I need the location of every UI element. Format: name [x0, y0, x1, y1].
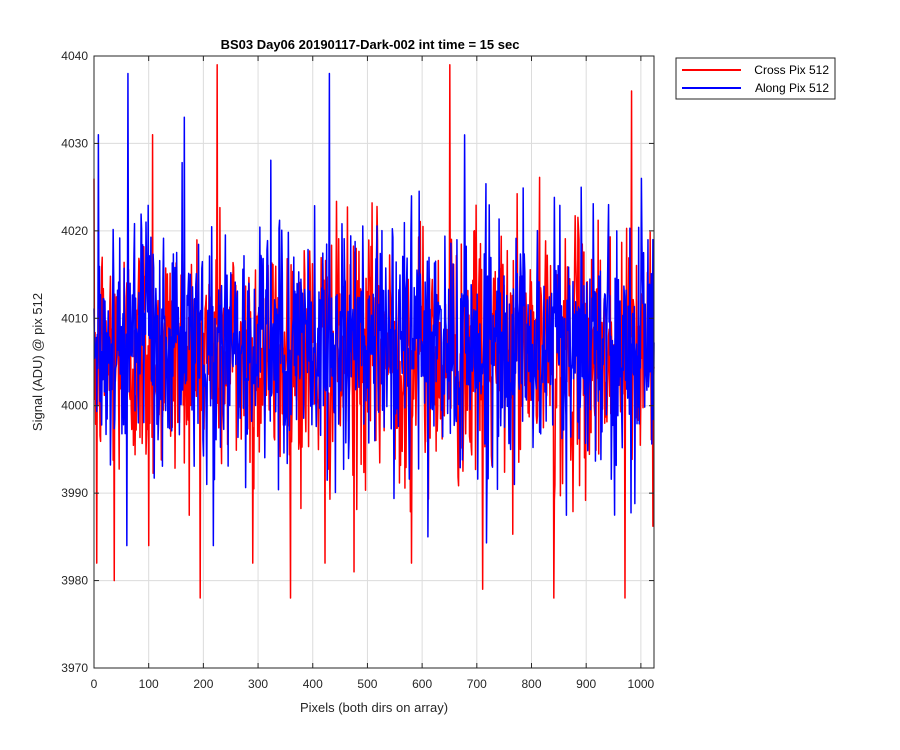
y-tick-label: 3990	[61, 486, 88, 500]
legend-label-along: Along Pix 512	[755, 81, 829, 95]
legend-label-cross: Cross Pix 512	[754, 63, 829, 77]
series-along-pix-512	[93, 72, 655, 547]
x-tick-label: 800	[521, 677, 541, 691]
x-tick-label: 900	[576, 677, 596, 691]
y-tick-label: 4010	[61, 311, 88, 325]
y-tick-label: 4040	[61, 49, 88, 63]
x-tick-label: 200	[193, 677, 213, 691]
y-axis-label: Signal (ADU) @ pix 512	[30, 293, 45, 431]
plot-frame	[93, 55, 655, 669]
y-tick-label: 4000	[61, 399, 88, 413]
ticks: 0 100 200 300 400 500 600 700 800 900 1000 3970 3980…	[61, 49, 654, 691]
legend-box	[675, 57, 836, 100]
x-tick-label: 100	[139, 677, 159, 691]
chart-title: BS03 Day06 20190117-Dark-002 int time = …	[221, 37, 520, 52]
x-axis-label: Pixels (both dirs on array)	[300, 700, 448, 715]
y-tick-label: 3970	[61, 661, 88, 675]
x-tick-label: 600	[412, 677, 432, 691]
x-tick-label: 700	[467, 677, 487, 691]
y-tick-label: 4020	[61, 224, 88, 238]
y-tick-label: 4030	[61, 136, 88, 150]
x-tick-label: 1000	[628, 677, 655, 691]
x-tick-label: 400	[303, 677, 323, 691]
x-tick-label: 500	[357, 677, 377, 691]
x-tick-label: 0	[91, 677, 98, 691]
y-tick-label: 3980	[61, 574, 88, 588]
x-tick-label: 300	[248, 677, 268, 691]
series-layer	[93, 63, 655, 599]
legend: Cross Pix 512 Along Pix 512	[675, 57, 836, 100]
